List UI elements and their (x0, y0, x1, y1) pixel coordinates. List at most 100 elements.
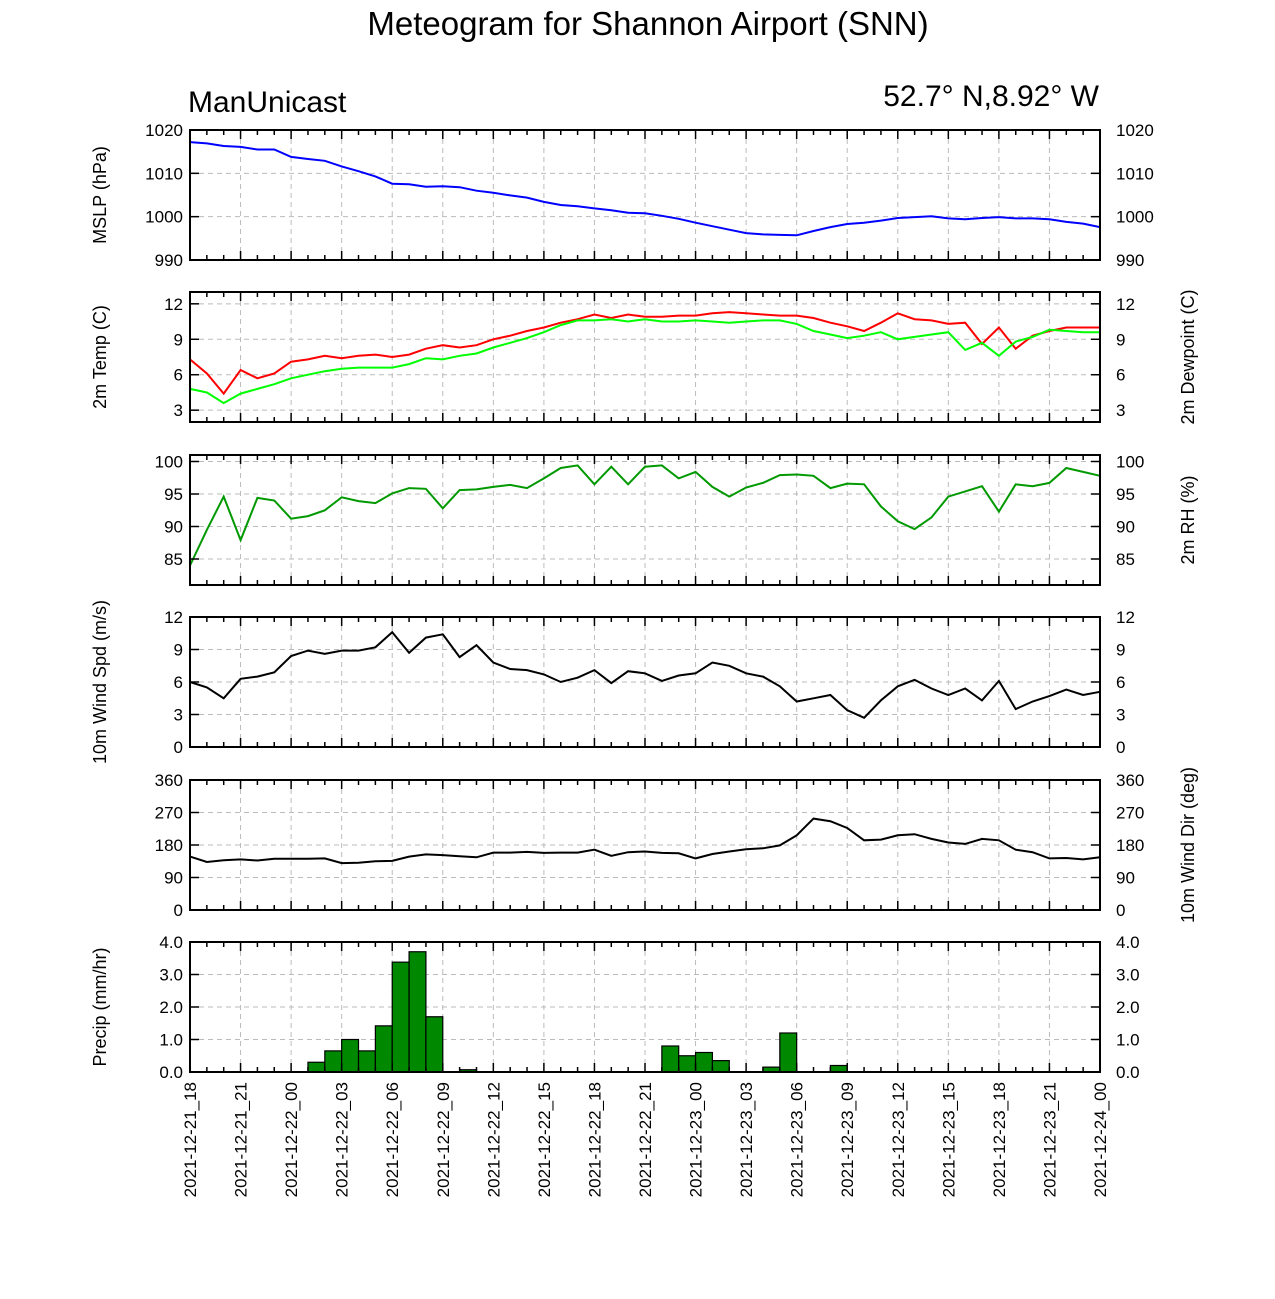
panel-temp-dewpoint: 3 3 6 6 9 9 12 12 2m Temp (C) 2m Dewpoint (C) (90, 289, 1198, 424)
precip-bar (661, 1045, 680, 1073)
y-tick-label-right: 9 (1116, 641, 1125, 660)
x-tick-label: 2021-12-22_06 (383, 1082, 402, 1197)
y-tick-label-left: 12 (164, 608, 183, 627)
y-tick-label-left: 6 (174, 366, 183, 385)
precip-bar (678, 1055, 697, 1073)
y-tick-label-right: 95 (1116, 485, 1135, 504)
y-tick-label-right: 12 (1116, 295, 1135, 314)
panel-rh: 85 85 90 90 95 95 100 100 2m RH (%) (155, 453, 1198, 586)
y-tick-label-left: 12 (164, 295, 183, 314)
precip-bar (694, 1051, 714, 1073)
precip-bar (711, 1060, 730, 1073)
y-tick-label-left: 90 (164, 518, 183, 537)
y-tick-label-right: 270 (1116, 804, 1144, 823)
y-axis-label-left: 10m Wind Spd (m/s) (90, 600, 110, 764)
location-coordinates-label: 52.7° N,8.92° W (883, 80, 1099, 113)
y-tick-label-right: 1020 (1116, 121, 1154, 140)
x-tick-label: 2021-12-22_12 (484, 1082, 503, 1197)
y-axis-label-right: 2m Dewpoint (C) (1178, 289, 1198, 424)
panel-mslp: 990 990 1000 1000 1010 1010 1020 1020 MSLP (hPa) (90, 121, 1154, 270)
series-line-wind-speed-0 (189, 630, 1101, 720)
precip-bar (779, 1032, 798, 1073)
x-tick-label: 2021-12-23_03 (737, 1082, 756, 1197)
y-tick-label-left: 1000 (145, 208, 183, 227)
series-line-mslp-0 (189, 141, 1101, 237)
y-tick-label-right: 0.0 (1116, 1063, 1140, 1082)
y-tick-label-left: 1010 (145, 164, 183, 183)
x-tick-label: 2021-12-23_21 (1040, 1082, 1059, 1197)
precip-bar (425, 1016, 444, 1073)
y-tick-label-left: 180 (155, 836, 183, 855)
x-tick-label: 2021-12-22_09 (434, 1082, 453, 1197)
y-tick-label-left: 3.0 (159, 966, 183, 985)
y-tick-label-left: 360 (155, 771, 183, 790)
precip-bar (391, 961, 410, 1073)
y-tick-label-left: 100 (155, 453, 183, 472)
y-tick-label-left: 9 (174, 330, 183, 349)
series-line-temp-dewpoint-1 (189, 318, 1100, 405)
precip-bar (324, 1050, 343, 1073)
y-tick-label-left: 3 (174, 401, 183, 420)
x-tick-label: 2021-12-22_21 (636, 1082, 655, 1197)
x-tick-label: 2021-12-21_21 (232, 1082, 251, 1197)
x-tick-label: 2021-12-22_15 (535, 1082, 554, 1197)
x-tick-label: 2021-12-23_09 (838, 1082, 857, 1197)
x-tick-label: 2021-12-22_00 (282, 1082, 301, 1197)
y-tick-label-right: 360 (1116, 771, 1144, 790)
y-tick-label-left: 0 (174, 901, 183, 920)
y-tick-label-left: 0 (174, 738, 183, 757)
y-tick-label-right: 3.0 (1116, 966, 1140, 985)
x-tick-label: 2021-12-22_03 (333, 1082, 352, 1197)
y-axis-label-left: 2m Temp (C) (90, 305, 110, 409)
y-axis-label-left: Precip (mm/hr) (90, 947, 110, 1066)
y-tick-label-right: 4.0 (1116, 933, 1140, 952)
y-tick-label-right: 1000 (1116, 208, 1154, 227)
panel-wind-speed: 0 0 3 3 6 6 9 9 12 12 10m Wind Spd (m/s) (90, 600, 1135, 764)
x-tick-label: 2021-12-23_15 (939, 1082, 958, 1197)
panel-wind-direction: 0 0 90 90 180 180 270 270 360 360 10m Wind Dir (de… (155, 767, 1198, 923)
y-tick-label-left: 6 (174, 673, 183, 692)
x-tick-label: 2021-12-23_18 (990, 1082, 1009, 1197)
x-tick-label: 2021-12-23_00 (687, 1082, 706, 1197)
precip-bar (357, 1050, 376, 1073)
y-tick-label-right: 990 (1116, 251, 1144, 270)
series-line-wind-direction-0 (189, 817, 1101, 865)
y-tick-label-right: 100 (1116, 453, 1144, 472)
y-axis-label-left: MSLP (hPa) (90, 146, 110, 244)
y-tick-label-right: 1.0 (1116, 1031, 1140, 1050)
x-tick-label: 2021-12-23_06 (788, 1082, 807, 1197)
y-tick-label-left: 2.0 (159, 998, 183, 1017)
chart-title: Meteogram for Shannon Airport (SNN) (367, 5, 928, 42)
y-tick-label-right: 0 (1116, 901, 1125, 920)
x-axis: 2021-12-21_18 2021-12-21_21 2021-12-22_00 2… (181, 1082, 1110, 1197)
y-tick-label-left: 3 (174, 706, 183, 725)
y-tick-label-right: 9 (1116, 330, 1125, 349)
model-name-label: ManUnicast (188, 86, 347, 119)
panel-precip: 0.0 0.0 1.0 1.0 2.0 2.0 3.0 3.0 4.0 4.0 Precip (mm… (90, 933, 1140, 1082)
y-tick-label-right: 90 (1116, 518, 1135, 537)
precip-bar (341, 1038, 360, 1073)
y-tick-label-left: 95 (164, 485, 183, 504)
y-tick-label-left: 4.0 (159, 933, 183, 952)
precip-bar (374, 1025, 393, 1073)
y-tick-label-right: 6 (1116, 673, 1125, 692)
y-tick-label-right: 180 (1116, 836, 1144, 855)
y-tick-label-left: 1.0 (159, 1031, 183, 1050)
y-tick-label-left: 990 (155, 251, 183, 270)
x-tick-label: 2021-12-24_00 (1091, 1082, 1110, 1197)
y-tick-label-right: 12 (1116, 608, 1135, 627)
y-tick-label-left: 1020 (145, 121, 183, 140)
y-tick-label-left: 270 (155, 804, 183, 823)
x-tick-label: 2021-12-23_12 (889, 1082, 908, 1197)
y-tick-label-left: 90 (164, 869, 183, 888)
y-tick-label-right: 1010 (1116, 164, 1154, 183)
y-axis-label-right: 2m RH (%) (1178, 476, 1198, 565)
y-tick-label-right: 85 (1116, 550, 1135, 569)
y-tick-label-right: 6 (1116, 366, 1125, 385)
series-line-rh-0 (189, 464, 1101, 566)
precip-bar (307, 1061, 326, 1073)
y-tick-label-left: 85 (164, 550, 183, 569)
